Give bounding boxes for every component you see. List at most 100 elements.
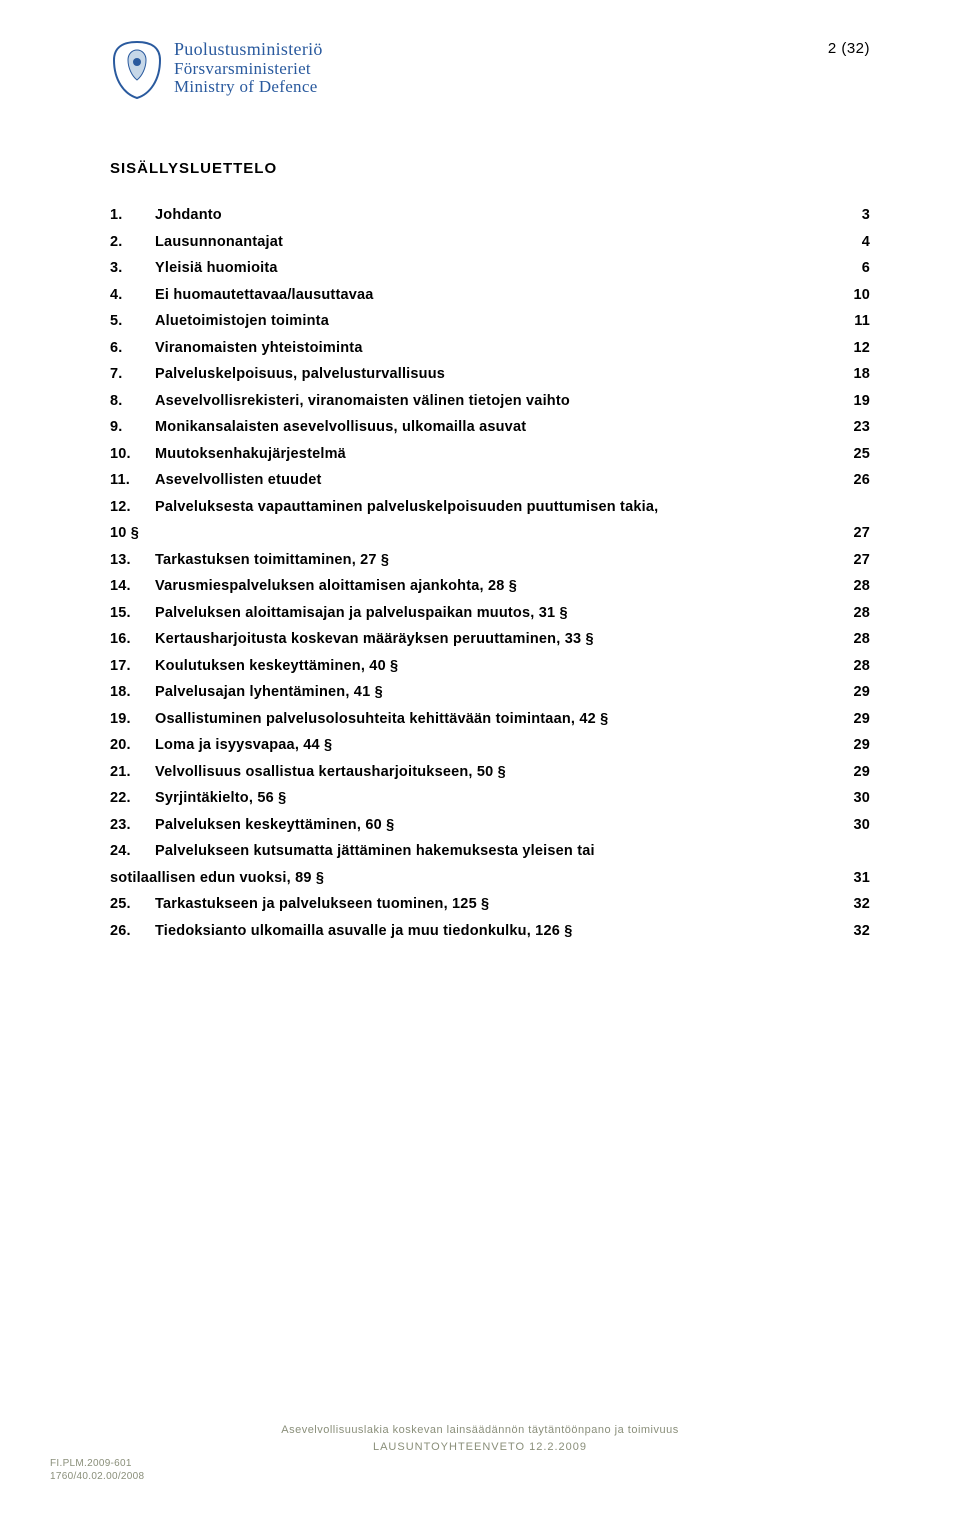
toc-entry-page: 31	[842, 870, 870, 886]
toc-entry-text: Syrjintäkielto, 56 §	[155, 790, 286, 806]
toc-row: 12.Palveluksesta vapauttaminen palvelusk…	[110, 499, 870, 515]
toc-entry-text: Koulutuksen keskeyttäminen, 40 §	[155, 658, 398, 674]
toc-entry-page: 27	[842, 525, 870, 541]
toc-title: SISÄLLYSLUETTELO	[110, 160, 870, 177]
ministry-name-sv: Försvarsministeriet	[174, 60, 323, 79]
toc-row: 23.Palveluksen keskeyttäminen, 60 § 30	[110, 817, 870, 833]
toc-entry-text: Palveluskelpoisuus, palvelusturvallisuus	[155, 366, 445, 382]
toc-entry-number: 14.	[110, 578, 155, 594]
toc-entry-number: 5.	[110, 313, 155, 329]
toc-entry-number: 10.	[110, 446, 155, 462]
footer-line1: Asevelvollisuuslakia koskevan lainsäädän…	[0, 1422, 960, 1439]
toc-row: 8.Asevelvollisrekisteri, viranomaisten v…	[110, 393, 870, 409]
toc-row: 1.Johdanto3	[110, 207, 870, 223]
toc-row: 16.Kertausharjoitusta koskevan määräykse…	[110, 631, 870, 647]
toc-entry-page: 27	[842, 552, 870, 568]
toc-entry-number: 12.	[110, 499, 155, 515]
toc-row: 3.Yleisiä huomioita 6	[110, 260, 870, 276]
toc-row: 15.Palveluksen aloittamisajan ja palvelu…	[110, 605, 870, 621]
toc-entry-page: 28	[842, 658, 870, 674]
toc-entry-number: 6.	[110, 340, 155, 356]
toc-entry-number: 26.	[110, 923, 155, 939]
toc-entry-text: Ei huomautettavaa/lausuttavaa	[155, 287, 374, 303]
toc-row: 21.Velvollisuus osallistua kertausharjoi…	[110, 764, 870, 780]
toc-entry-page: 29	[842, 684, 870, 700]
doc-code-2: 1760/40.02.00/2008	[50, 1470, 144, 1483]
toc-entry-number: 13.	[110, 552, 155, 568]
toc-entry-number: 22.	[110, 790, 155, 806]
toc-entry-number: 19.	[110, 711, 155, 727]
toc-entry-page: 32	[842, 923, 870, 939]
toc-entry-page: 6	[842, 260, 870, 276]
toc-row: 2.Lausunnonantajat 4	[110, 234, 870, 250]
toc-entry-text: Palveluksen keskeyttäminen, 60 §	[155, 817, 394, 833]
toc-entry-number: 18.	[110, 684, 155, 700]
toc-entry-text: Velvollisuus osallistua kertausharjoituk…	[155, 764, 506, 780]
toc-entry-number: 8.	[110, 393, 155, 409]
toc-entry-text: 10 §	[110, 525, 139, 541]
toc-entry-page: 30	[842, 817, 870, 833]
toc-row: 26.Tiedoksianto ulkomailla asuvalle ja m…	[110, 923, 870, 939]
toc-row: 10 § 27	[110, 525, 870, 541]
toc-entry-number: 15.	[110, 605, 155, 621]
toc-entry-text: Muutoksenhakujärjestelmä	[155, 446, 346, 462]
toc-entry-page: 12	[842, 340, 870, 356]
toc-entry-page: 25	[842, 446, 870, 462]
toc-entry-text: Palveluksen aloittamisajan ja palveluspa…	[155, 605, 568, 621]
toc-row: sotilaallisen edun vuoksi, 89 § 31	[110, 870, 870, 886]
toc-entry-page: 23	[842, 419, 870, 435]
toc-entry-page: 30	[842, 790, 870, 806]
toc-entry-page: 4	[842, 234, 870, 250]
toc-row: 18.Palvelusajan lyhentäminen, 41 § 29	[110, 684, 870, 700]
toc-row: 9.Monikansalaisten asevelvollisuus, ulko…	[110, 419, 870, 435]
toc-entry-text: Loma ja isyysvapaa, 44 §	[155, 737, 332, 753]
toc-entry-text: Asevelvollisrekisteri, viranomaisten väl…	[155, 393, 570, 409]
toc-entry-number: 9.	[110, 419, 155, 435]
document-header: Puolustusministeriö Försvarsministeriet …	[110, 40, 870, 100]
toc-entry-page: 29	[842, 737, 870, 753]
toc-row: 7.Palveluskelpoisuus, palvelusturvallisu…	[110, 366, 870, 382]
toc-entry-number: 4.	[110, 287, 155, 303]
toc-entry-text: Yleisiä huomioita	[155, 260, 278, 276]
toc-row: 25.Tarkastukseen ja palvelukseen tuomine…	[110, 896, 870, 912]
toc-entry-number: 23.	[110, 817, 155, 833]
toc-entry-text: Johdanto	[155, 207, 222, 223]
toc-entry-page: 10	[842, 287, 870, 303]
ministry-name-en: Ministry of Defence	[174, 78, 323, 97]
toc-entry-text: Osallistuminen palvelusolosuhteita kehit…	[155, 711, 608, 727]
toc-entry-text: Palveluksesta vapauttaminen palveluskelp…	[155, 499, 658, 515]
toc-entry-number: 7.	[110, 366, 155, 382]
toc-entry-page: 29	[842, 764, 870, 780]
toc-entry-number: 20.	[110, 737, 155, 753]
lion-emblem-icon	[110, 40, 164, 100]
toc-row: 11.Asevelvollisten etuudet26	[110, 472, 870, 488]
toc-entry-page: 28	[842, 578, 870, 594]
page-number: 2 (32)	[828, 40, 870, 57]
toc-entry-text: sotilaallisen edun vuoksi, 89 §	[110, 870, 324, 886]
toc-entry-text: Palvelusajan lyhentäminen, 41 §	[155, 684, 383, 700]
toc-entry-page: 18	[842, 366, 870, 382]
toc-entry-text: Aluetoimistojen toiminta	[155, 313, 329, 329]
toc-entry-number: 24.	[110, 843, 155, 859]
toc-entry-number: 17.	[110, 658, 155, 674]
footer-line2: LAUSUNTOYHTEENVETO 12.2.2009	[0, 1439, 960, 1456]
toc-row: 20.Loma ja isyysvapaa, 44 § 29	[110, 737, 870, 753]
toc-entry-page: 3	[842, 207, 870, 223]
toc-entry-number: 16.	[110, 631, 155, 647]
toc-entry-page: 29	[842, 711, 870, 727]
toc-entry-text: Tiedoksianto ulkomailla asuvalle ja muu …	[155, 923, 572, 939]
toc-entry-number: 3.	[110, 260, 155, 276]
toc-entry-text: Kertausharjoitusta koskevan määräyksen p…	[155, 631, 594, 647]
toc-entry-text: Lausunnonantajat	[155, 234, 283, 250]
toc-entry-page: 11	[842, 313, 870, 329]
toc-entry-number: 11.	[110, 472, 155, 488]
toc-row: 5.Aluetoimistojen toiminta 11	[110, 313, 870, 329]
toc-entry-text: Varusmiespalveluksen aloittamisen ajanko…	[155, 578, 517, 594]
toc-entry-text: Asevelvollisten etuudet	[155, 472, 322, 488]
toc-row: 4.Ei huomautettavaa/lausuttavaa 10	[110, 287, 870, 303]
toc-entry-number: 2.	[110, 234, 155, 250]
toc-row: 24.Palvelukseen kutsumatta jättäminen ha…	[110, 843, 870, 859]
toc-row: 19.Osallistuminen palvelusolosuhteita ke…	[110, 711, 870, 727]
toc-entry-page: 28	[842, 605, 870, 621]
toc-entry-page: 28	[842, 631, 870, 647]
